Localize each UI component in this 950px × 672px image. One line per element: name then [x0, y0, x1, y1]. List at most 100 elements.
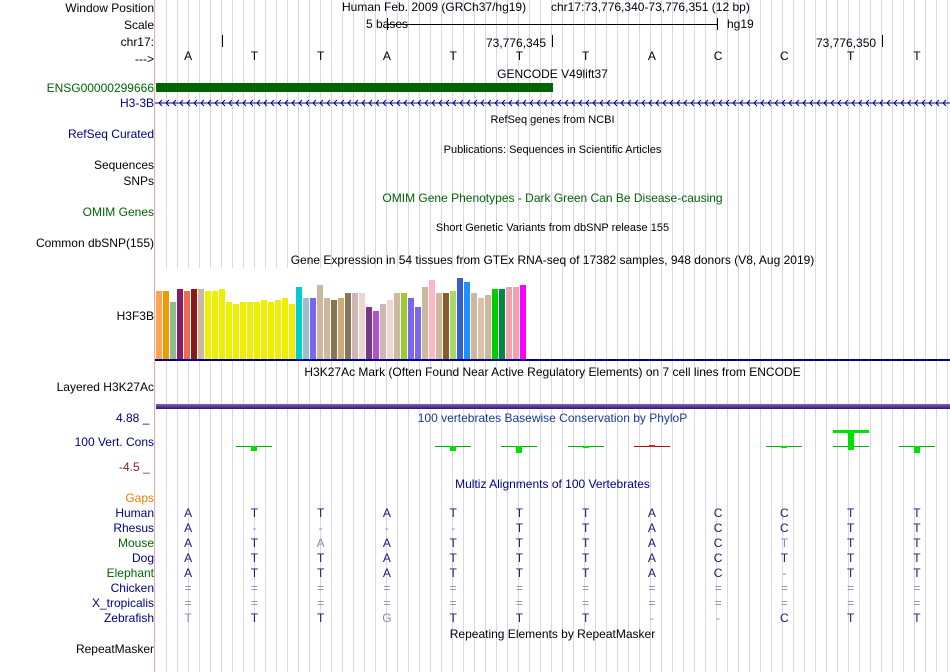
dbsnp-label[interactable]: Common dbSNP(155): [35, 236, 154, 250]
alignment-species-label[interactable]: Zebrafish: [103, 611, 154, 625]
gtex-gene-label[interactable]: H3F3B: [116, 309, 154, 323]
gtex-bar[interactable]: [212, 291, 218, 359]
phylop-value[interactable]: [913, 446, 920, 453]
alignment-base: T: [515, 551, 524, 565]
gtex-bar[interactable]: [184, 291, 190, 359]
gtex-bar[interactable]: [464, 282, 470, 359]
gtex-bar[interactable]: [324, 298, 330, 359]
gtex-bar[interactable]: [443, 293, 449, 359]
gtex-bar[interactable]: [380, 304, 386, 359]
gtex-bar[interactable]: [401, 293, 407, 359]
gtex-bar[interactable]: [345, 293, 351, 359]
gtex-bar[interactable]: [282, 298, 288, 359]
gtex-bar[interactable]: [408, 298, 414, 359]
gtex-bar[interactable]: [233, 304, 239, 359]
refseq-label[interactable]: RefSeq Curated: [67, 127, 154, 141]
phylop-value[interactable]: [582, 446, 589, 448]
gtex-bar[interactable]: [373, 311, 379, 359]
omim-label[interactable]: OMIM Genes: [82, 205, 154, 219]
gtex-bar[interactable]: [457, 278, 463, 359]
gtex-bar[interactable]: [450, 291, 456, 359]
phylop-label[interactable]: 100 Vert. Cons: [74, 435, 154, 449]
phylop-value[interactable]: [450, 446, 457, 451]
alignment-species-label[interactable]: Dog: [131, 551, 154, 565]
gtex-bar[interactable]: [289, 304, 295, 359]
h3k27ac-label[interactable]: Layered H3K27Ac: [56, 380, 154, 394]
gtex-bar[interactable]: [170, 302, 176, 359]
ruler-base: T: [581, 49, 590, 63]
h3-3b-label[interactable]: H3-3B: [119, 96, 154, 110]
gtex-bar[interactable]: [415, 307, 421, 359]
phylop-value[interactable]: [251, 446, 258, 451]
gtex-bar[interactable]: [513, 287, 519, 359]
gencode-gene-block[interactable]: [156, 83, 553, 92]
gtex-bar[interactable]: [387, 300, 393, 359]
alignment-base: A: [184, 536, 193, 550]
gtex-bar[interactable]: [478, 298, 484, 359]
grid-line: [936, 0, 937, 672]
gtex-bar[interactable]: [429, 280, 435, 359]
grid-line: [749, 0, 750, 672]
gtex-bar[interactable]: [422, 287, 428, 359]
alignment-species-label[interactable]: Rhesus: [113, 521, 154, 535]
gtex-bar[interactable]: [205, 291, 211, 359]
repeatmasker-label[interactable]: RepeatMasker: [75, 642, 154, 656]
gaps-label[interactable]: Gaps: [125, 491, 154, 505]
phylop-value[interactable]: [516, 446, 523, 453]
gtex-bar[interactable]: [254, 302, 260, 359]
alignment-species-label[interactable]: Mouse: [117, 536, 154, 550]
gtex-bar[interactable]: [506, 287, 512, 359]
alignment-species-label[interactable]: X_tropicalis: [91, 596, 154, 610]
gtex-bar[interactable]: [219, 289, 225, 359]
gtex-bar[interactable]: [352, 293, 358, 359]
grid-line: [584, 0, 585, 672]
gtex-bar[interactable]: [471, 293, 477, 359]
gtex-bar[interactable]: [485, 295, 491, 359]
alignment-base: T: [250, 536, 259, 550]
gtex-bar[interactable]: [296, 287, 302, 359]
gtex-bar[interactable]: [163, 291, 169, 359]
gtex-bar[interactable]: [331, 300, 337, 359]
gtex-bar[interactable]: [156, 291, 162, 359]
gencode-gene-label[interactable]: ENSG00000299666: [46, 81, 154, 95]
ruler-base: T: [846, 49, 855, 63]
ruler-base: C: [780, 49, 789, 63]
alignment-species-label[interactable]: Human: [115, 506, 154, 520]
alignment-base: =: [913, 596, 921, 610]
gtex-bar[interactable]: [177, 289, 183, 359]
gtex-bar[interactable]: [268, 302, 274, 359]
gtex-bar[interactable]: [520, 285, 526, 359]
gtex-bar[interactable]: [261, 300, 267, 359]
gtex-bar[interactable]: [394, 293, 400, 359]
position-text[interactable]: chr17:73,776,340-73,776,351 (12 bp): [551, 0, 750, 14]
alignment-base: A: [316, 536, 325, 550]
alignment-species-label[interactable]: Chicken: [110, 581, 154, 595]
gtex-bar[interactable]: [240, 302, 246, 359]
gtex-bar[interactable]: [359, 293, 365, 359]
phylop-value[interactable]: [847, 430, 854, 450]
sequences-label[interactable]: Sequences: [93, 158, 154, 172]
gtex-bar[interactable]: [198, 289, 204, 359]
alignment-species-label[interactable]: Elephant: [106, 566, 154, 580]
gtex-bar[interactable]: [310, 298, 316, 359]
gtex-bar[interactable]: [275, 300, 281, 359]
gtex-bar[interactable]: [247, 302, 253, 359]
phylop-value[interactable]: [781, 446, 788, 448]
alignment-base: T: [780, 551, 789, 565]
gtex-bar[interactable]: [492, 289, 498, 359]
gtex-bar[interactable]: [436, 293, 442, 359]
gtex-bar[interactable]: [191, 289, 197, 359]
gtex-bar[interactable]: [338, 298, 344, 359]
gtex-bar[interactable]: [499, 289, 505, 359]
grid-line: [848, 0, 849, 672]
ruler-base: C: [713, 49, 723, 63]
snps-label[interactable]: SNPs: [123, 174, 154, 188]
gtex-bar[interactable]: [366, 307, 372, 359]
alignment-base: T: [913, 506, 921, 520]
phylop-value[interactable]: [648, 445, 655, 447]
h3-3b-intron-line[interactable]: [155, 99, 950, 107]
gtex-bar[interactable]: [226, 302, 232, 359]
gtex-bar[interactable]: [317, 285, 323, 359]
h3k27ac-signal[interactable]: [156, 404, 950, 409]
gtex-bar[interactable]: [303, 298, 309, 359]
